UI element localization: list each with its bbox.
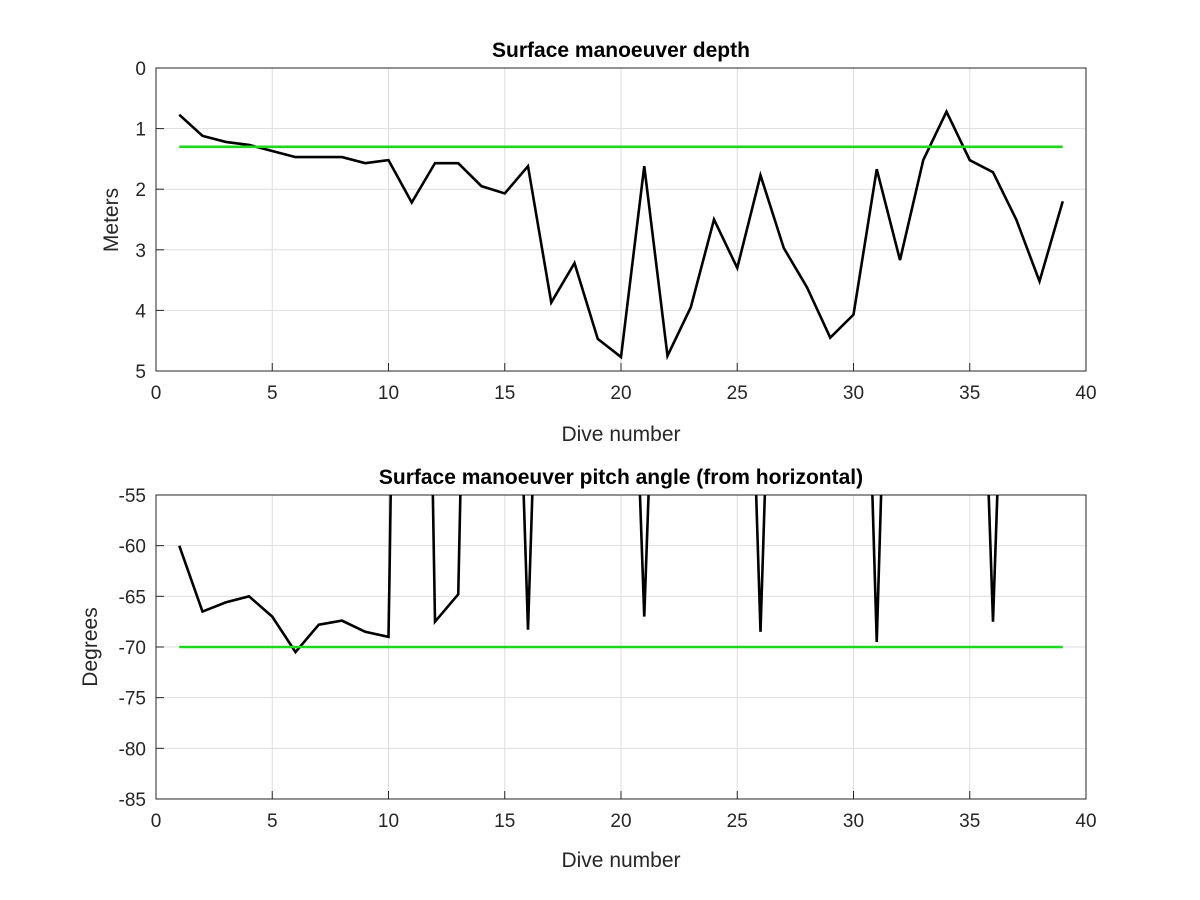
pitch-x-tick-label: 20 bbox=[610, 811, 631, 832]
depth-x-tick-label: 20 bbox=[610, 383, 631, 404]
depth-series-line bbox=[178, 108, 1064, 361]
depth-grid bbox=[156, 68, 1086, 371]
depth-y-tick-label: 1 bbox=[135, 120, 146, 141]
depth-x-tick-label: 40 bbox=[1075, 383, 1096, 404]
pitch-chart-title: Surface manoeuver pitch angle (from hori… bbox=[379, 466, 863, 489]
depth-x-tick-label: 5 bbox=[267, 383, 278, 404]
pitch-y-tick-label: -75 bbox=[119, 689, 146, 710]
pitch-x-axis-label: Dive number bbox=[561, 849, 680, 872]
pitch-y-tick-label: -70 bbox=[119, 638, 146, 659]
pitch-y-tick-label: -65 bbox=[119, 587, 146, 608]
depth-x-axis-label: Dive number bbox=[561, 423, 680, 446]
pitch-y-axis-label: Degrees bbox=[79, 607, 102, 686]
depth-y-tick-label: 5 bbox=[135, 362, 146, 383]
depth-x-tick-label: 10 bbox=[378, 383, 399, 404]
pitch-ticks: 0 5 10 15 20 25 30 35 40 -55 -60 -65 -70 -75 -80 -85 bbox=[119, 486, 1097, 832]
pitch-x-tick-label: 25 bbox=[727, 811, 748, 832]
depth-y-tick-label: 2 bbox=[135, 180, 146, 201]
pitch-x-tick-label: 30 bbox=[843, 811, 864, 832]
depth-chart-title: Surface manoeuver depth bbox=[492, 39, 750, 62]
pitch-x-tick-label: 0 bbox=[151, 811, 162, 832]
depth-series bbox=[178, 108, 1064, 361]
depth-x-tick-label: 0 bbox=[151, 383, 162, 404]
pitch-y-tick-label: -60 bbox=[119, 537, 146, 558]
pitch-y-tick-label: -80 bbox=[119, 739, 146, 760]
pitch-series bbox=[178, 495, 1063, 655]
pitch-y-tick-label: -85 bbox=[119, 790, 146, 811]
depth-y-tick-label: 3 bbox=[135, 241, 146, 262]
depth-x-tick-label: 25 bbox=[727, 383, 748, 404]
pitch-x-tick-label: 15 bbox=[494, 811, 515, 832]
pitch-x-tick-label: 35 bbox=[959, 811, 980, 832]
depth-x-tick-label: 35 bbox=[959, 383, 980, 404]
pitch-series-line bbox=[178, 495, 999, 655]
depth-x-tick-label: 30 bbox=[843, 383, 864, 404]
pitch-x-tick-label: 5 bbox=[267, 811, 278, 832]
depth-y-axis-label: Meters bbox=[100, 188, 123, 252]
depth-y-tick-label: 0 bbox=[135, 59, 146, 80]
pitch-x-tick-label: 10 bbox=[378, 811, 399, 832]
pitch-y-tick-label: -55 bbox=[119, 486, 146, 507]
depth-y-tick-label: 4 bbox=[135, 301, 146, 322]
pitch-chart: 0 5 10 15 20 25 30 35 40 -55 -60 -65 -70 -75 -80 -85 Su… bbox=[79, 466, 1097, 872]
pitch-x-tick-label: 40 bbox=[1075, 811, 1096, 832]
depth-x-tick-label: 15 bbox=[494, 383, 515, 404]
